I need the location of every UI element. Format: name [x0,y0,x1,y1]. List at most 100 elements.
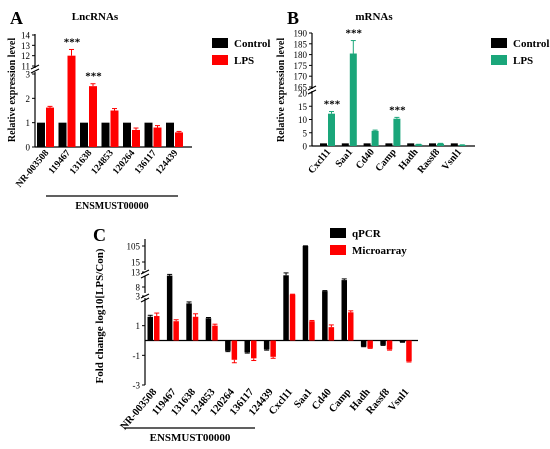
panel-a-x-tick-label: 124439 [154,148,180,176]
panel-a-x-tick-label: NR-003508 [14,148,51,189]
panel-b-y-tick-label: 190 [294,29,308,39]
panel-a-y-tick-label: 1 [26,118,31,128]
panel-b-bar-s1 [363,143,371,146]
panel-b-y-tick-label: 180 [294,50,308,60]
panel-c-bar-s1 [302,246,309,341]
panel-b-bar-s2 [328,113,335,146]
panel-c-bar-s1 [380,340,386,345]
panel-c-x-tick-label: Vsnl1 [387,387,412,414]
panel-b-y-tick-label: 15 [298,102,308,112]
panel-c-bar-s2 [173,321,179,341]
panel-b-bar-s2 [349,53,357,146]
panel-c-legend-swatch [330,245,346,255]
panel-b-x-tick-label: Camp [373,147,398,174]
panel-a-y-tick-label: 3 [26,70,31,80]
panel-c-legend-label: Microarray [352,245,407,257]
panel-c-y-tick-label: 1 [136,321,141,331]
panel-b-legend-swatch [491,38,507,48]
panel-c-y-tick-label: 8 [136,283,141,293]
panel-c-bar-s1 [244,340,250,353]
panel-a-legend-label: Control [234,38,270,50]
panel-c-bar-s2 [192,316,199,341]
panel-c-legend-label: qPCR [352,228,382,240]
panel-c-y-tick-label: 3 [136,292,141,302]
panel-a-bar-s2 [132,129,140,147]
panel-b-significance-label: *** [324,99,341,111]
panel-c-bar-s2 [367,340,373,348]
panel-c-bar-s1 [322,291,328,341]
panel-b-x-tick-label: Saa1 [333,147,355,170]
panel-c-y-tick-label: 15 [131,258,141,268]
panel-c-bar-s1 [360,340,367,347]
panel-b-x-tick-label: Rassf8 [416,147,443,176]
panel-b-legend-label: Control [513,38,549,50]
panel-b-legend-label: LPS [513,55,533,67]
panel-a-bar-s1 [123,122,131,147]
panel-a-significance-label: *** [64,36,81,48]
panel-a-ylabel: Relative expression level [7,38,18,142]
panel-a-x-tick-label: 120264 [111,148,137,176]
panel-b-y-tick-label: 20 [298,89,308,99]
panel-c-y-tick-label: 13 [131,268,141,278]
panel-b-x-tick-label: Cxcl11 [306,147,333,176]
panel-a-bar-s1 [144,122,153,147]
panel-b-bar-s1 [407,143,415,146]
panel-a-bar-s1 [80,122,88,147]
panel-c-x-tick-label: Camp [327,387,353,415]
panel-b-title: mRNAs [355,11,393,23]
panel-a-bar-s1 [101,122,110,147]
panel-a-significance-label: *** [85,71,102,83]
panel-c-ylabel: Fold change log10[LPS/Con) [94,248,106,383]
panel-c-y-tick-label: -3 [133,381,141,391]
panel-a-bar-s2 [46,107,54,147]
panel-b-bar-s2 [393,118,401,146]
panel-a-y-tick-label: 11 [21,62,30,72]
panel-a-legend-swatch [212,55,228,65]
panel-b-axis-break [307,85,317,91]
panel-a-axis-break [30,68,40,74]
panel-a-bar-s2 [67,55,76,147]
panel-c-bar-s2 [289,294,296,341]
panel-a-letter: A [10,8,23,28]
panel-b-y-tick-label: 5 [303,128,308,138]
panel-b-bar-s1 [320,143,327,146]
panel-a-legend-label: LPS [234,55,254,67]
panel-c-bar-s1 [186,303,192,341]
panel-c-bar-s2 [270,340,276,357]
panel-a-bar-s2 [153,127,162,147]
panel-b-y-tick-label: 185 [294,39,308,49]
panel-c-letter: C [93,225,106,245]
panel-c-bar-s2 [154,316,160,341]
panel-c-y-tick-label: -1 [133,351,141,361]
panel-c-bar-s1 [341,280,347,341]
panel-c-bar-s2 [386,340,393,350]
panel-b-legend-swatch [491,55,507,65]
panel-a-group-label: ENSMUST00000 [75,201,148,212]
panel-b-letter: B [287,8,299,28]
panel-b-y-tick-label: 165 [294,83,308,93]
panel-a-y-tick-label: 0 [26,143,31,153]
panel-c-bar-s1 [225,340,231,351]
panel-b-bar-s2 [458,144,466,146]
panel-c-bar-s2 [309,321,315,341]
panel-a-title: LncRNAs [72,11,119,23]
panel-a-x-tick-label: 131638 [68,148,94,176]
panel-c-bar-s2 [348,312,354,341]
panel-a-legend-swatch [212,38,228,48]
panel-b-ylabel: Relative expression level [276,38,287,142]
panel-c-bar-s1 [166,275,173,341]
panel-a-y-tick-label: 2 [26,94,31,104]
panel-c-bar-s1 [263,340,270,350]
panel-c-bar-s2 [212,325,218,341]
panel-b-significance-label: *** [346,28,363,40]
panel-b-x-tick-label: Vsnl1 [440,147,464,173]
panel-a-y-tick-label: 13 [21,41,31,51]
panel-c-bar-s1 [399,340,406,342]
panel-c-bar-s2 [231,340,238,360]
panel-a-y-tick-label: 12 [21,51,30,61]
panel-a-axis-break [30,64,40,70]
panel-a-bar-s2 [89,86,97,147]
panel-c-bar-s2 [406,340,412,362]
panel-c-bar-s1 [147,316,153,341]
